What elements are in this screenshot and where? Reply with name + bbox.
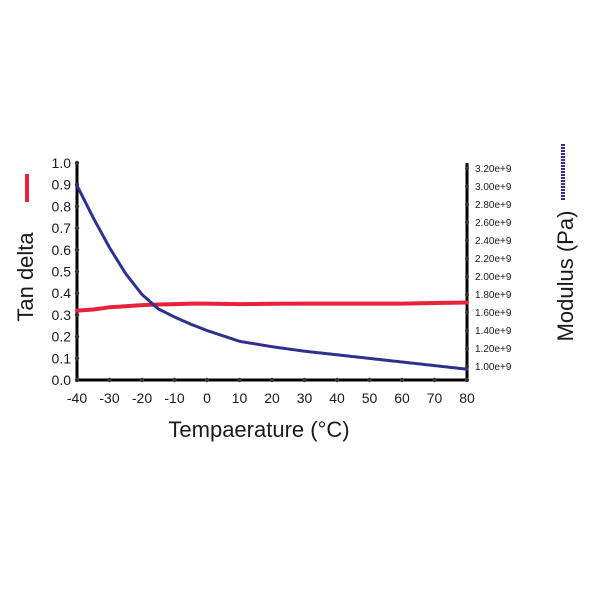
x-tick-label: 0 [203, 390, 211, 406]
right-y-tick-label: 2.00e+9 [475, 272, 512, 283]
left-y-tick-mark [74, 225, 80, 231]
x-tick-mark [107, 377, 112, 383]
right-y-tick-mark [465, 310, 469, 315]
x-axis-title: Tempaerature (°C) [168, 417, 349, 442]
x-tick-label: 50 [362, 390, 378, 406]
left-y-tick-mark [74, 291, 80, 296]
axes-layer [74, 160, 470, 383]
right-y-tick-label: 1.60e+9 [475, 308, 512, 319]
x-tick-mark [172, 377, 177, 383]
x-tick-mark [464, 377, 470, 383]
x-tick-mark [367, 377, 372, 383]
right-y-tick-mark [465, 166, 469, 171]
right-y-tick-mark [465, 202, 469, 207]
right-y-axis-title: Modulus (Pa) [553, 211, 578, 342]
right-y-tick-label: 1.80e+9 [475, 290, 512, 301]
right-y-tick-mark [465, 220, 469, 225]
right-y-tick-label: 1.20e+9 [475, 344, 512, 355]
right-y-tick-mark [465, 346, 469, 351]
x-tick-label: -20 [132, 390, 152, 406]
x-tick-label: 40 [329, 390, 345, 406]
left-y-tick-label: 0.4 [52, 285, 72, 301]
x-tick-label: 20 [264, 390, 280, 406]
right-y-tick-mark [465, 184, 469, 189]
left-y-tick-label: 0.8 [52, 198, 72, 214]
x-tick-mark [269, 377, 275, 383]
right-y-tick-mark [465, 328, 469, 333]
left-y-tick-label: 0.9 [52, 177, 72, 193]
left-y-tick-label: 0.1 [52, 350, 72, 366]
right-y-tick-label: 2.60e+9 [475, 218, 512, 229]
right-y-tick-mark [465, 292, 469, 297]
left-y-tick-mark [74, 204, 80, 209]
right-y-tick-mark [465, 364, 469, 369]
left-y-tick-mark [74, 356, 80, 361]
right-y-tick-label: 1.40e+9 [475, 326, 512, 337]
left-y-tick-label: 0.7 [52, 220, 72, 236]
tan-delta-series-line [75, 300, 469, 313]
right-y-tick-mark [465, 256, 469, 261]
left-y-tick-mark [74, 247, 80, 252]
right-y-tick-label: 2.40e+9 [475, 236, 512, 247]
x-tick-mark [237, 377, 242, 383]
x-tick-mark [334, 377, 340, 383]
right-y-tick-mark [465, 238, 469, 243]
left-y-tick-mark [74, 312, 80, 318]
x-tick-mark [139, 377, 145, 383]
x-tick-label: 30 [297, 390, 313, 406]
x-tick-label: -10 [164, 390, 184, 406]
left-y-tick-mark [74, 334, 80, 339]
x-tick-mark [432, 377, 437, 383]
right-y-tick-label: 3.00e+9 [475, 182, 512, 193]
right-y-tick-label: 2.80e+9 [475, 200, 512, 211]
x-tick-label: -40 [67, 390, 87, 406]
x-tick-label: 70 [427, 390, 443, 406]
x-tick-label: 60 [394, 390, 410, 406]
x-tick-label: 80 [459, 390, 475, 406]
labels-layer: -40 -30 -20 -10 0 10 20 30 40 50 60 70 80 0.0 0.1 0.2 0.… [52, 155, 512, 406]
right-y-tick-label: 2.20e+9 [475, 254, 512, 265]
left-y-tick-label: 0.2 [52, 329, 72, 345]
left-y-axis-title: Tan delta [13, 232, 38, 322]
left-y-tick-label: 0.6 [52, 242, 72, 258]
left-y-tick-mark [74, 377, 80, 383]
right-y-tick-label: 3.20e+9 [475, 164, 512, 175]
left-y-tick-label: 0.0 [52, 372, 72, 388]
x-tick-mark [399, 377, 405, 383]
left-y-tick-mark [74, 269, 80, 274]
series-layer [75, 184, 469, 371]
left-y-tick-label: 1.0 [52, 155, 72, 171]
right-y-tick-label: 1.00e+9 [475, 362, 512, 373]
right-y-tick-mark [465, 274, 469, 279]
left-y-tick-label: 0.5 [52, 264, 72, 280]
left-y-tick-label: 0.3 [52, 307, 72, 323]
x-tick-label: 10 [232, 390, 248, 406]
x-tick-mark [302, 377, 307, 383]
x-tick-label: -30 [99, 390, 119, 406]
modulus-series-line [75, 184, 469, 371]
left-y-tick-mark [74, 160, 80, 166]
x-tick-mark [204, 377, 210, 383]
